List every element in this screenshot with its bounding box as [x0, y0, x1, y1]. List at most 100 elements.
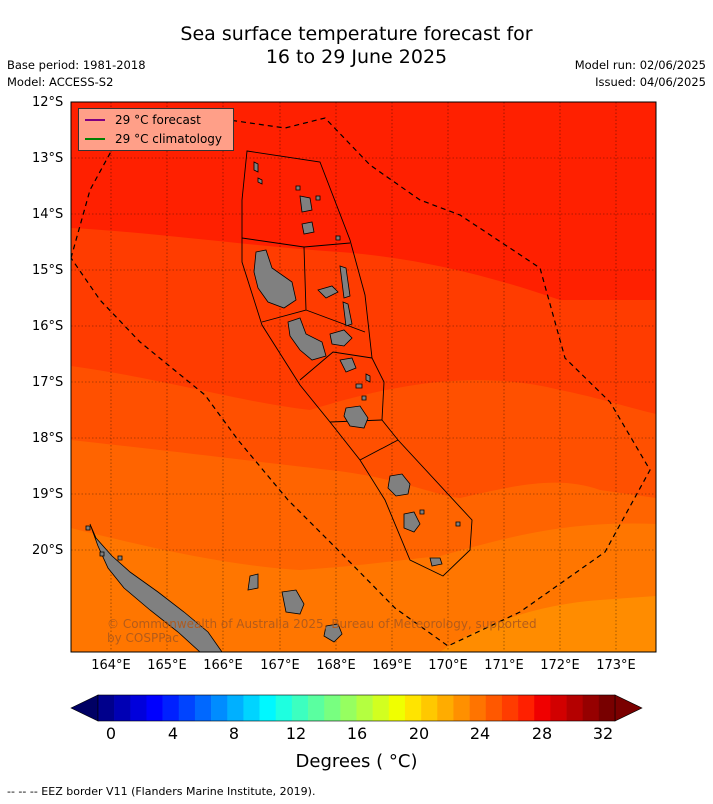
island-aneityum	[429, 557, 443, 567]
island-efate	[343, 405, 369, 429]
colorbar-swatch	[130, 695, 147, 721]
colorbar-tick-12: 12	[285, 724, 307, 743]
colorbar-swatch	[243, 695, 260, 721]
colorbar-swatch	[259, 695, 277, 721]
lon-label-170e: 170°E	[428, 658, 468, 673]
colorbar-swatch	[598, 695, 616, 721]
lon-label-164e: 164°E	[91, 658, 131, 673]
colorbar-swatch	[114, 695, 131, 721]
colorbar-swatch	[356, 695, 373, 721]
colorbar-swatch	[566, 695, 583, 721]
colorbar-swatch	[534, 695, 551, 721]
island-gaua	[299, 195, 313, 213]
colorbar-swatch	[162, 695, 180, 721]
island-ambrym	[329, 329, 353, 347]
climatology-line-swatch	[85, 138, 105, 140]
colorbar-swatch	[308, 695, 325, 721]
colorbar-tick-4: 4	[167, 724, 179, 743]
colorbar-swatch	[469, 695, 487, 721]
lon-label-172e: 172°E	[540, 658, 580, 673]
island-erromango	[387, 473, 411, 497]
colorbar-swatch	[194, 695, 212, 721]
lat-label-12s: 12°S	[32, 95, 64, 110]
colorbar	[70, 694, 643, 722]
colorbar-swatch	[453, 695, 470, 721]
colorbar-tick-20: 20	[408, 724, 430, 743]
lon-label-171e: 171°E	[484, 658, 524, 673]
title-line-2: 16 to 29 June 2025	[265, 46, 448, 68]
meta-right: Model run: 02/06/2025 Issued: 04/06/2025	[575, 57, 706, 91]
lat-label-17s: 17°S	[32, 375, 64, 390]
sst-band-24	[440, 596, 656, 652]
colorbar-swatch	[518, 695, 535, 721]
lat-label-13s: 13°S	[32, 151, 64, 166]
lon-label-169e: 169°E	[372, 658, 412, 673]
colorbar-swatch	[211, 695, 228, 721]
colorbar-swatch	[146, 695, 163, 721]
island-tanna	[403, 511, 421, 533]
colorbar-swatch	[340, 695, 357, 721]
lon-label-168e: 168°E	[316, 658, 356, 673]
colorbar-swatch	[582, 695, 600, 721]
colorbar-high-extend	[614, 694, 643, 722]
island-epi	[339, 357, 357, 373]
meta-left: Base period: 1981-2018 Model: ACCESS-S2	[7, 57, 146, 91]
colorbar-label: Degrees ( °C)	[295, 751, 418, 772]
eez-footnote: -- -- -- EEZ border V11 (Flanders Marine…	[7, 785, 316, 798]
island-loyalty-1	[281, 589, 305, 615]
legend-climatology: 29 °C climatology	[85, 132, 222, 146]
plot-frame	[70, 101, 657, 653]
base-period: Base period: 1981-2018	[7, 58, 146, 72]
colorbar-frame	[97, 694, 616, 722]
colorbar-swatch	[421, 695, 438, 721]
island-loyalty-2	[247, 573, 259, 591]
lon-label-167e: 167°E	[260, 658, 300, 673]
lat-label-14s: 14°S	[32, 207, 64, 222]
forecast-line-swatch	[85, 119, 105, 121]
colorbar-swatch	[404, 695, 422, 721]
colorbar-tick-24: 24	[469, 724, 491, 743]
island-loyalty-3	[323, 623, 343, 643]
colorbar-swatch	[324, 695, 341, 721]
colorbar-tick-0: 0	[105, 724, 117, 743]
lat-label-18s: 18°S	[32, 431, 64, 446]
issued-date: Issued: 04/06/2025	[595, 75, 706, 89]
colorbar-swatch	[501, 695, 519, 721]
graticule	[71, 102, 656, 652]
colorbar-swatch	[291, 695, 309, 721]
colorbar-swatch	[437, 695, 454, 721]
colorbar-low-extend	[70, 694, 99, 722]
lon-label-173e: 173°E	[596, 658, 636, 673]
colorbar-tick-16: 16	[346, 724, 368, 743]
colorbar-swatch	[178, 695, 196, 721]
lon-label-166e: 166°E	[203, 658, 243, 673]
copyright-watermark: © Commonwealth of Australia 2025, Bureau…	[107, 617, 537, 645]
legend-forecast: 29 °C forecast	[85, 113, 201, 127]
lat-label-16s: 16°S	[32, 319, 64, 334]
model-name: Model: ACCESS-S2	[7, 75, 114, 89]
province-boundaries	[241, 150, 473, 577]
colorbar-swatch	[227, 695, 244, 721]
island-ambae	[317, 285, 339, 299]
colorbar-swatch	[98, 695, 115, 721]
island-espiritu-santo	[253, 249, 297, 309]
colorbar-tick-32: 32	[592, 724, 614, 743]
lat-label-15s: 15°S	[32, 263, 64, 278]
colorbar-swatch	[550, 695, 567, 721]
lat-label-20s: 20°S	[32, 543, 64, 558]
colorbar-swatch	[275, 695, 293, 721]
island-maewo	[342, 301, 353, 327]
title-line-1: Sea surface temperature forecast for	[180, 23, 533, 45]
map-legend: 29 °C forecast 29 °C climatology	[78, 108, 234, 151]
legend-climatology-label: 29 °C climatology	[115, 132, 223, 146]
model-run: Model run: 02/06/2025	[574, 58, 706, 72]
island-malekula	[287, 317, 327, 361]
island-vanua-lava	[301, 221, 315, 235]
colorbar-tick-8: 8	[228, 724, 240, 743]
colorbar-swatch	[372, 695, 390, 721]
colorbar-tick-28: 28	[531, 724, 553, 743]
colorbar-swatch	[485, 695, 503, 721]
legend-forecast-label: 29 °C forecast	[115, 113, 201, 127]
lon-label-165e: 165°E	[147, 658, 187, 673]
